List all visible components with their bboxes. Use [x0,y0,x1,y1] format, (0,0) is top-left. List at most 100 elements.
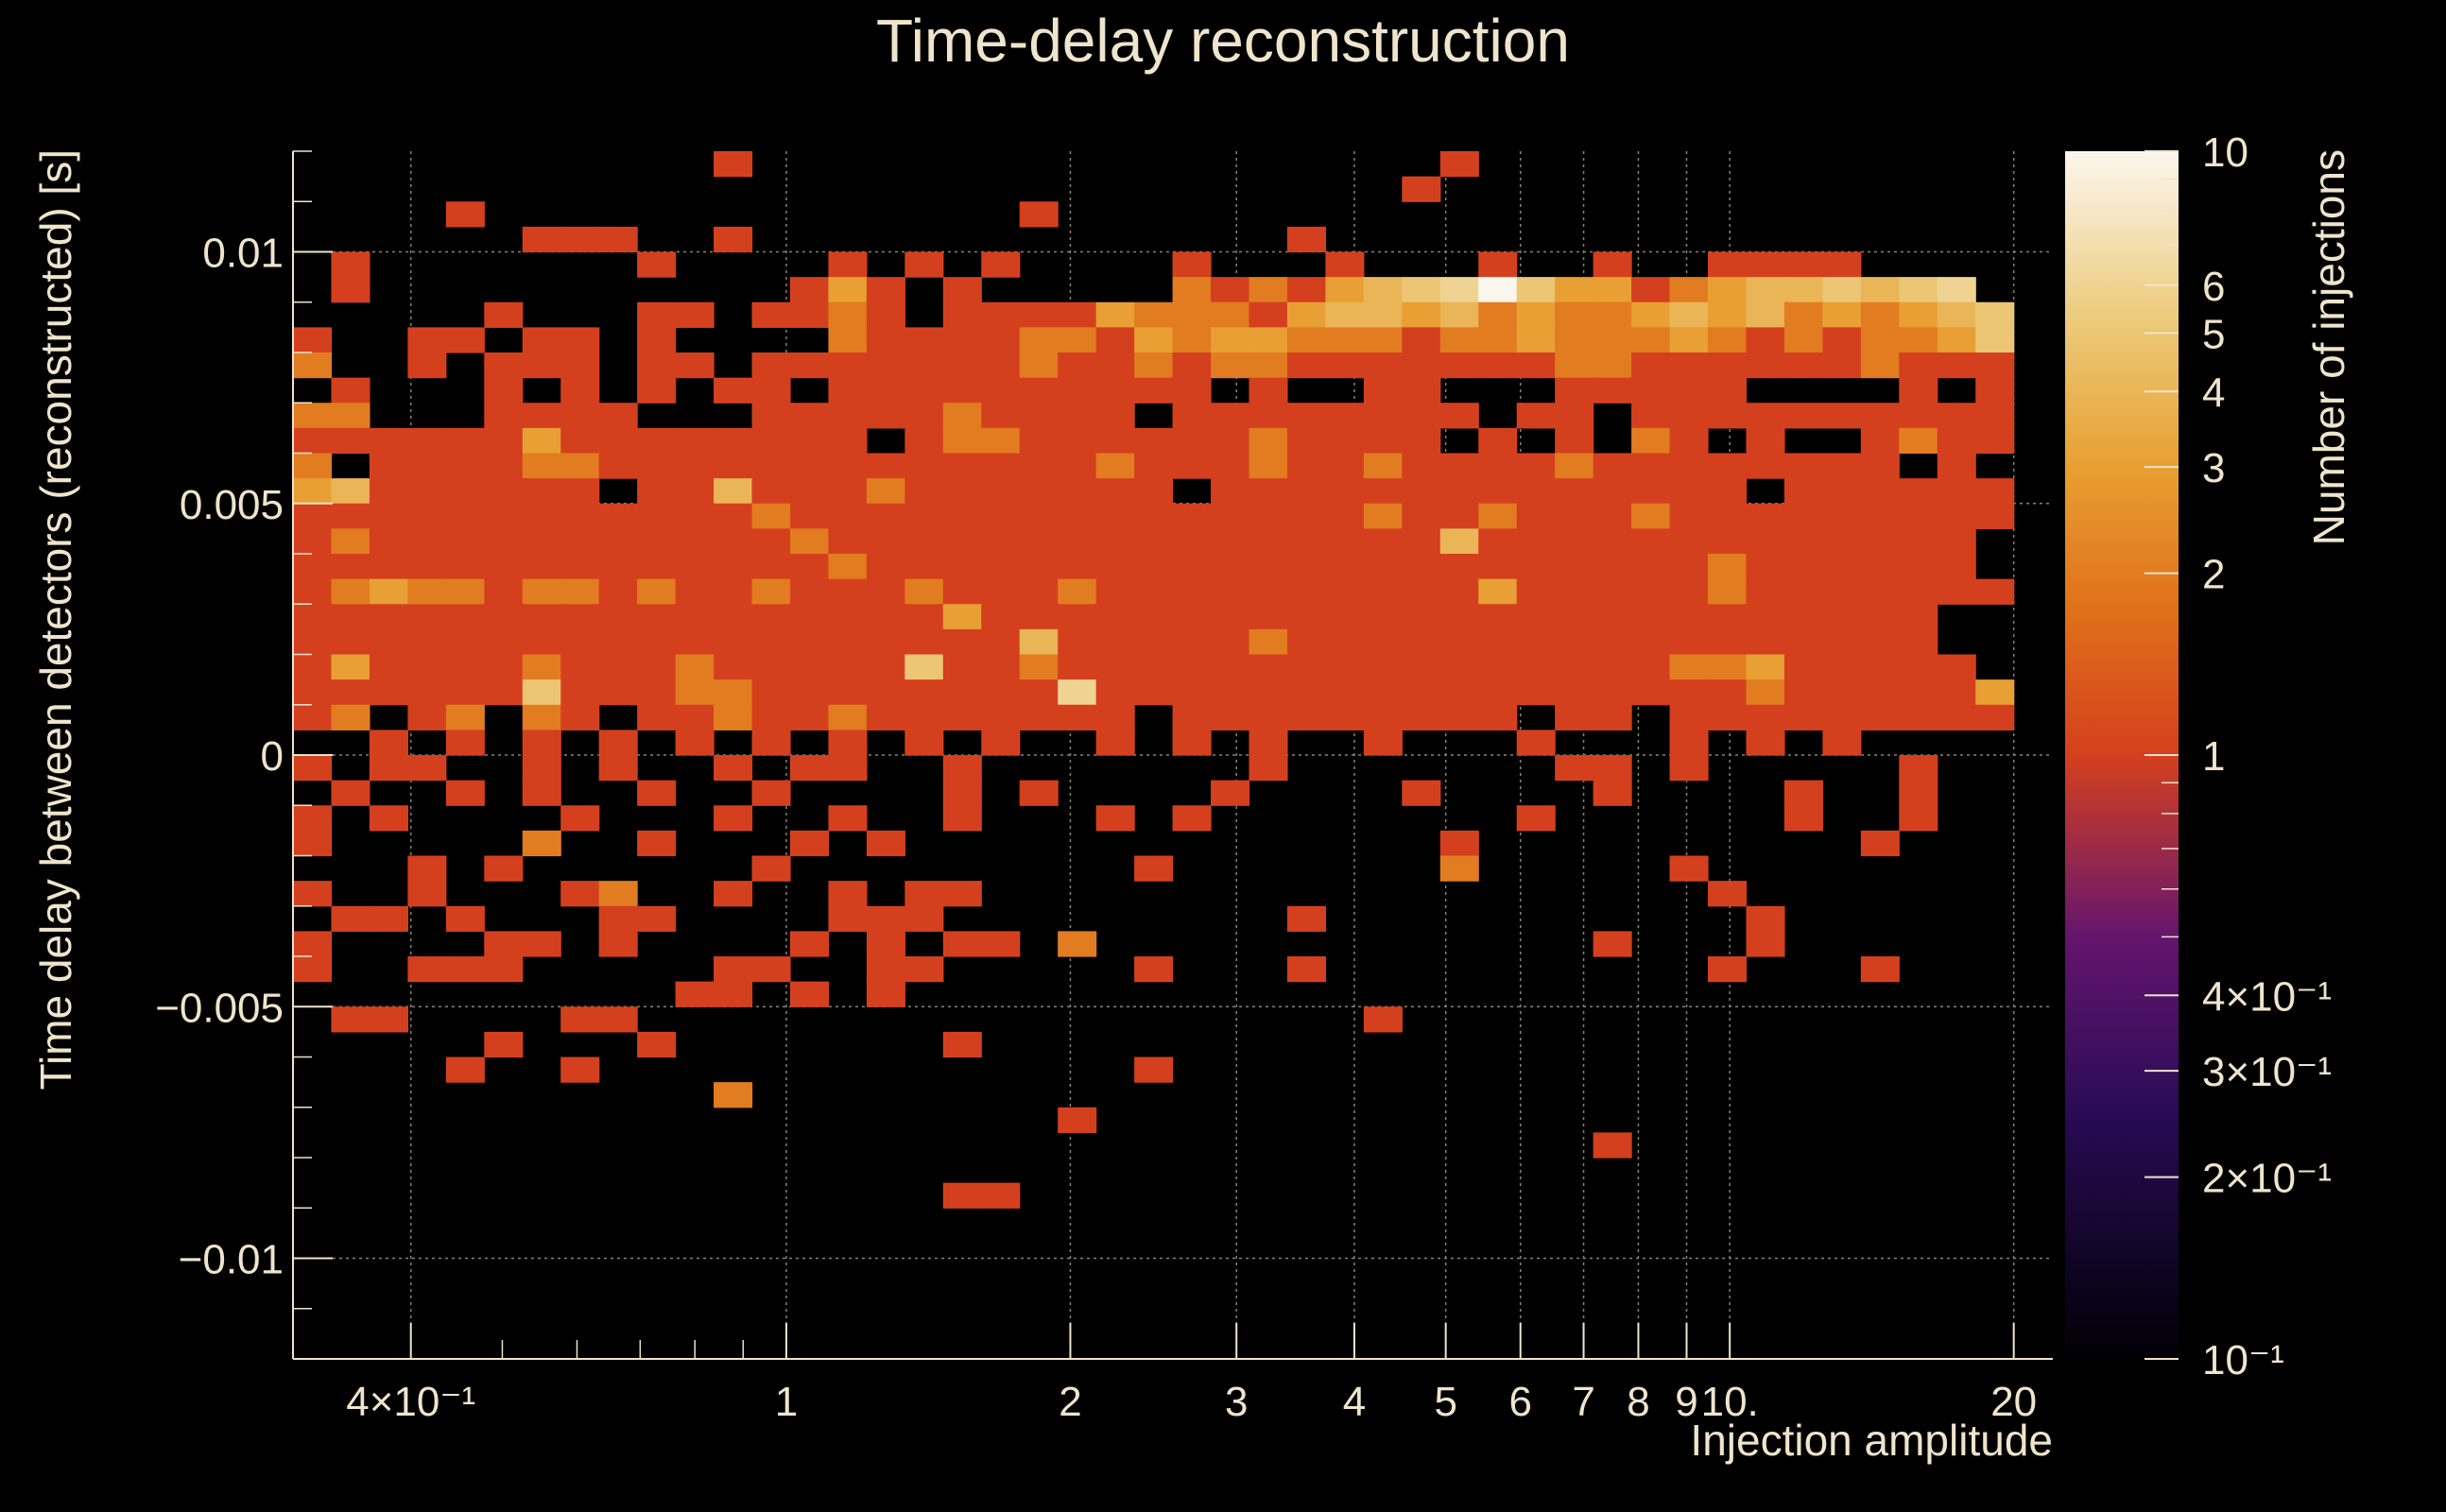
heatmap-cell [1631,554,1671,580]
heatmap-cell [293,604,333,630]
x-tick-label: 5 [1434,1379,1456,1425]
heatmap-cell [484,578,524,605]
heatmap-cell [866,478,905,505]
heatmap-cell [904,554,944,580]
heatmap-cell [560,478,600,505]
heatmap-cell [407,679,447,706]
heatmap-cell [598,453,638,479]
heatmap-cell [1746,679,1785,706]
heatmap-cell [445,528,485,555]
heatmap-cell [866,981,905,1007]
heatmap-cell [1058,427,1097,455]
heatmap-cell [1975,503,2015,529]
heatmap-cell [1975,427,2015,455]
heatmap-cell [1249,503,1288,529]
heatmap-cell [1899,704,1938,730]
heatmap-cell [1286,704,1327,730]
heatmap-cell [1019,352,1059,379]
heatmap-cell [1822,679,1862,706]
heatmap-cell [1899,679,1938,706]
heatmap-cell [1555,403,1594,429]
heatmap-cell [1555,453,1594,479]
heatmap-cell [407,427,447,455]
heatmap-cell [828,503,868,529]
heatmap-cell [1860,453,1900,479]
heatmap-cell [1286,503,1327,529]
heatmap-cell [1439,604,1479,630]
colorbar-tick-label: 10 [2202,129,2248,176]
heatmap-cell [1860,628,1900,656]
heatmap-cell [331,704,370,730]
heatmap-cell [789,277,830,303]
heatmap-cell [904,377,944,404]
heatmap-cell [1783,528,1823,555]
heatmap-cell [1669,352,1709,379]
heatmap-cell [1249,604,1288,630]
heatmap-cell [1783,780,1823,806]
heatmap-cell [866,352,905,379]
heatmap-cell [1746,352,1785,379]
heatmap-cell [1746,453,1785,479]
heatmap-cell [445,780,485,806]
heatmap-cell [598,427,638,455]
heatmap-cell [942,301,982,328]
heatmap-cell [445,453,485,479]
heatmap-cell [714,578,753,605]
heatmap-cell [942,503,982,529]
heatmap-cell [675,478,715,505]
heatmap-cell [1822,403,1862,429]
heatmap-cell [1899,780,1938,806]
heatmap-cell [1822,503,1862,529]
heatmap-cell [1249,352,1288,379]
heatmap-cell [1249,277,1288,303]
heatmap-cell [1363,478,1403,505]
heatmap-cell [1402,453,1441,479]
heatmap-cell [407,528,447,555]
heatmap-cell [1402,352,1441,379]
heatmap-cell [714,679,753,706]
heatmap-cell [1286,478,1327,505]
heatmap-cell [637,554,677,580]
heatmap-cell [1746,931,1785,957]
heatmap-cell [293,679,333,706]
heatmap-cell [1516,604,1556,630]
heatmap-cell [1516,327,1556,353]
heatmap-cell [866,277,905,303]
heatmap-cell [714,1082,753,1108]
heatmap-cell [1211,427,1250,455]
heatmap-cell [1402,503,1441,529]
heatmap-cell [1822,301,1862,328]
heatmap-cell [675,679,715,706]
heatmap-cell [1669,654,1709,680]
heatmap-cell [522,403,561,429]
heatmap-cell [1555,654,1594,680]
heatmap-cell [981,931,1021,957]
heatmap-cell [369,755,408,782]
heatmap-cell [675,453,715,479]
heatmap-cell [598,554,638,580]
heatmap-cell [1555,503,1594,529]
heatmap-cell [407,881,447,907]
heatmap-cell [1478,478,1518,505]
heatmap-cell [1860,503,1900,529]
heatmap-cell [1555,704,1594,730]
heatmap-cell [331,780,370,806]
heatmap-cell [407,327,447,353]
heatmap-cell [293,427,333,455]
heatmap-cell [828,327,868,353]
heatmap-cell [1019,578,1059,605]
heatmap-cell [1325,654,1365,680]
heatmap-cell [1708,301,1748,328]
heatmap-cell [1019,780,1059,806]
heatmap-cell [1708,327,1748,353]
heatmap-cell [293,628,333,656]
heatmap-cell [675,578,715,605]
colorbar-tick-label: 3×10⁻¹ [2202,1049,2332,1095]
heatmap-cell [293,554,333,580]
heatmap-cell [942,679,982,706]
x-tick-label: 4×10⁻¹ [346,1379,475,1425]
heatmap-cell [522,780,561,806]
heatmap-cell [1516,578,1556,605]
heatmap-cell [866,956,905,983]
heatmap-cell [789,628,830,656]
